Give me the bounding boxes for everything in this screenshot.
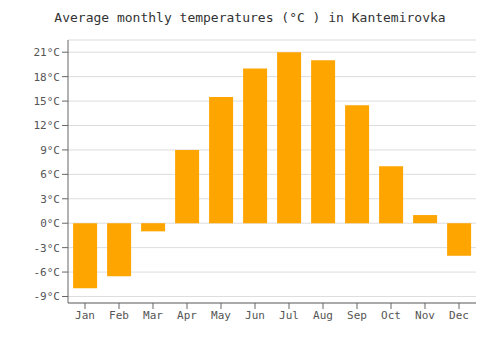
html-text:Average monthly temperatures (: Average monthly temperatures (°C ) in Ka…	[54, 10, 446, 25]
svg-text:9°C: 9°C	[40, 144, 60, 157]
svg-text:Mar: Mar	[143, 309, 163, 322]
svg-text:Apr: Apr	[177, 309, 197, 322]
svg-text:-3°C: -3°C	[34, 242, 61, 255]
svg-text:Jun: Jun	[245, 309, 265, 322]
svg-text:15°C: 15°C	[34, 95, 61, 108]
svg-text:Nov: Nov	[415, 309, 435, 322]
svg-text:Dec: Dec	[449, 309, 469, 322]
svg-text:0°C: 0°C	[40, 217, 60, 230]
svg-text:-6°C: -6°C	[34, 266, 61, 279]
svg-text:Jul: Jul	[279, 309, 299, 322]
svg-text:Aug: Aug	[313, 309, 333, 322]
svg-text:Feb: Feb	[109, 309, 129, 322]
svg-text:12°C: 12°C	[34, 119, 61, 132]
svg-text:Sep: Sep	[347, 309, 367, 322]
svg-text:3°C: 3°C	[40, 193, 60, 206]
svg-text:Oct: Oct	[381, 309, 401, 322]
svg-text:6°C: 6°C	[40, 168, 60, 181]
svg-text:May: May	[211, 309, 231, 322]
svg-text:Jan: Jan	[75, 309, 95, 322]
svg-text:-9°C: -9°C	[34, 290, 61, 303]
svg-text:18°C: 18°C	[34, 71, 61, 84]
svg-text:21°C: 21°C	[34, 46, 61, 59]
